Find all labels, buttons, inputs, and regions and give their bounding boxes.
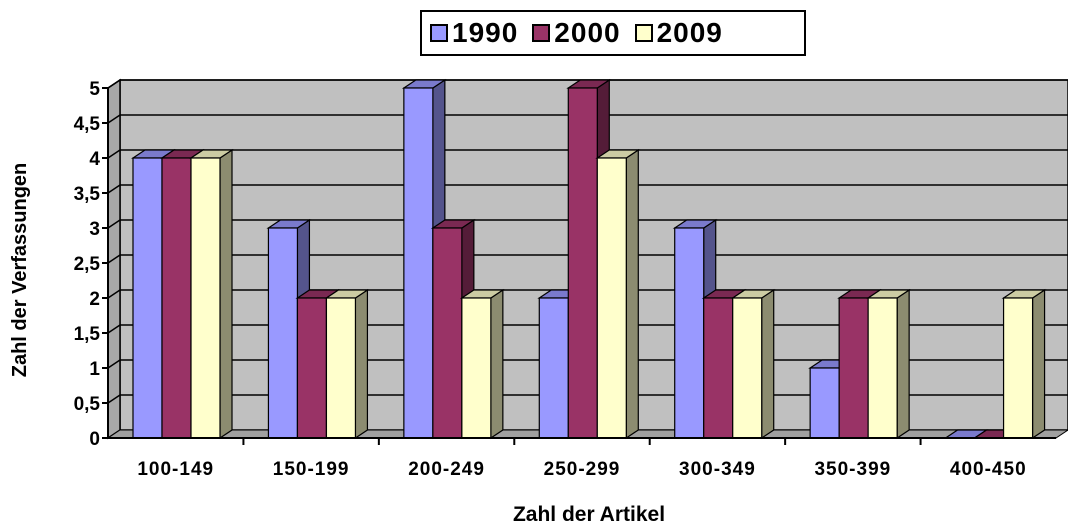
- gridline: [107, 184, 1068, 194]
- bar-front: [732, 297, 763, 439]
- gridline: [107, 79, 1068, 89]
- x-tick-label: 200-249: [408, 459, 485, 480]
- legend-item: 1990: [430, 17, 518, 49]
- axes: [102, 87, 1056, 445]
- gridline: [107, 114, 1068, 124]
- bar-side: [354, 288, 369, 440]
- bar-front: [1002, 297, 1034, 439]
- bar-front: [538, 297, 569, 439]
- bar-front: [325, 297, 357, 439]
- y-tick-labels: 0 0,5 1 1,5 2 2,5 3 3,5 4 4,5 5: [74, 79, 101, 450]
- bar-front: [703, 297, 734, 439]
- bar-front: [190, 157, 221, 439]
- x-axis-label: Zahl der Artikel: [513, 503, 665, 526]
- gridline: [107, 149, 1068, 159]
- x-tick-label: 350-399: [814, 459, 891, 480]
- bar-side: [896, 288, 910, 440]
- bars: [131, 78, 1047, 440]
- bar-front: [461, 297, 492, 439]
- bar-front: [432, 227, 463, 439]
- legend-swatch: [430, 24, 448, 42]
- bar-side: [219, 148, 233, 440]
- gridline: [107, 254, 1068, 264]
- legend: 1990 2000 2009: [420, 10, 806, 56]
- x-tick-label: 400-450: [950, 459, 1027, 480]
- y-tick-label: 2: [89, 289, 100, 310]
- y-tick-label: 5: [89, 79, 100, 100]
- y-tick-label: 1: [89, 359, 100, 380]
- legend-swatch: [532, 24, 551, 42]
- bar-front: [267, 227, 299, 439]
- bar-side: [761, 288, 775, 440]
- bar-front: [161, 157, 192, 439]
- bar-front: [867, 297, 898, 439]
- y-tick-label: 0,5: [74, 394, 101, 415]
- bar: [459, 288, 505, 440]
- y-tick-label: 1,5: [74, 324, 101, 345]
- legend-label: 2000: [554, 17, 621, 48]
- bar-front: [567, 87, 598, 439]
- bar: [730, 288, 776, 440]
- bar-front: [674, 227, 705, 439]
- x-tick-labels: 100-149 150-199 200-249 250-299 300-349 350-3…: [137, 459, 1027, 480]
- y-tick-label: 3,5: [74, 184, 101, 205]
- legend-label: 2009: [656, 17, 723, 48]
- bar-side: [625, 148, 639, 440]
- y-tick-label: 4: [89, 149, 100, 170]
- x-tick-label: 100-149: [137, 459, 214, 480]
- bar: [866, 288, 912, 440]
- y-tick-label: 0: [89, 429, 100, 450]
- bar-front: [838, 297, 869, 439]
- bar-front: [809, 367, 840, 439]
- legend-item: 2009: [634, 17, 723, 49]
- y-tick-label: 2,5: [74, 254, 101, 275]
- gridline: [107, 219, 1068, 229]
- x-tick-label: 150-199: [273, 459, 350, 480]
- bar: [595, 148, 641, 440]
- legend-swatch: [634, 24, 653, 42]
- bar: [1001, 288, 1047, 440]
- legend-item: 2000: [532, 17, 620, 49]
- legend-label: 1990: [452, 17, 519, 48]
- bar-front: [403, 87, 434, 439]
- bar-front: [296, 297, 328, 439]
- bar-front: [132, 157, 163, 439]
- bar: [189, 148, 234, 440]
- bar: [324, 288, 370, 440]
- bar-side: [1031, 288, 1046, 440]
- y-tick-label: 3: [89, 219, 100, 240]
- x-tick-label: 300-349: [679, 459, 756, 480]
- bar-front: [596, 157, 627, 439]
- y-tick-label: 4,5: [74, 114, 101, 135]
- x-tick-label: 250-299: [544, 459, 621, 480]
- bar-side: [490, 288, 504, 440]
- y-axis-label: Zahl der Verfassungen: [9, 163, 31, 378]
